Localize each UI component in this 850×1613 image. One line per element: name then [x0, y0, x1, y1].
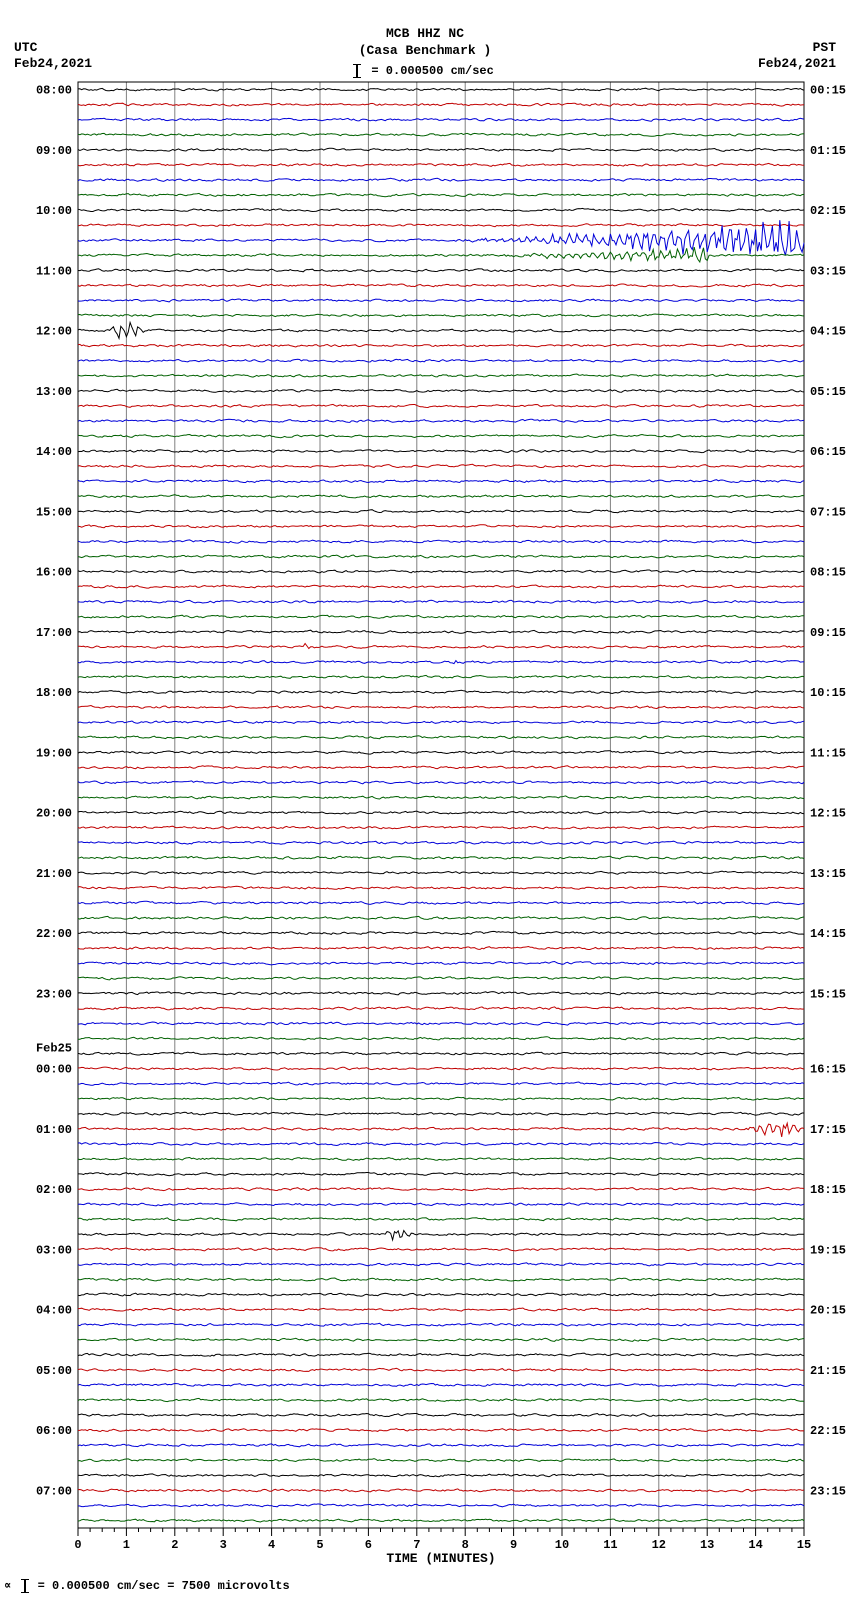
svg-text:11: 11 [603, 1538, 617, 1552]
station-line-1: MCB HHZ NC [0, 26, 850, 43]
svg-text:14:15: 14:15 [810, 927, 846, 941]
svg-text:19:00: 19:00 [36, 746, 72, 760]
footer-text: = 0.000500 cm/sec = 7500 microvolts [38, 1579, 290, 1593]
svg-text:9: 9 [510, 1538, 517, 1552]
svg-text:3: 3 [220, 1538, 227, 1552]
svg-text:17:00: 17:00 [36, 626, 72, 640]
station-line-2: (Casa Benchmark ) [0, 43, 850, 60]
scale-bar-icon [356, 64, 358, 78]
svg-text:11:15: 11:15 [810, 746, 846, 760]
svg-text:15:15: 15:15 [810, 987, 846, 1001]
svg-text:22:00: 22:00 [36, 927, 72, 941]
svg-text:0: 0 [74, 1538, 81, 1552]
svg-text:13: 13 [700, 1538, 714, 1552]
header-left: UTC Feb24,2021 [14, 40, 92, 71]
svg-text:21:15: 21:15 [810, 1364, 846, 1378]
header-center: MCB HHZ NC (Casa Benchmark ) = 0.000500 … [0, 8, 850, 80]
left-date: Feb24,2021 [14, 56, 92, 72]
svg-text:10:15: 10:15 [810, 686, 846, 700]
svg-text:5: 5 [316, 1538, 323, 1552]
left-timezone: UTC [14, 40, 92, 56]
scale-bar-icon [24, 1579, 26, 1593]
scale-label: = 0.000500 cm/sec [371, 64, 493, 78]
svg-text:08:15: 08:15 [810, 566, 846, 580]
svg-text:11:00: 11:00 [36, 264, 72, 278]
svg-text:09:15: 09:15 [810, 626, 846, 640]
header-right: PST Feb24,2021 [758, 40, 836, 71]
svg-text:06:15: 06:15 [810, 445, 846, 459]
svg-text:01:00: 01:00 [36, 1123, 72, 1137]
svg-text:2: 2 [171, 1538, 178, 1552]
svg-text:4: 4 [268, 1538, 275, 1552]
svg-text:12: 12 [652, 1538, 666, 1552]
svg-text:07:15: 07:15 [810, 505, 846, 519]
svg-text:7: 7 [413, 1538, 420, 1552]
svg-text:16:00: 16:00 [36, 566, 72, 580]
svg-text:18:15: 18:15 [810, 1183, 846, 1197]
svg-text:00:00: 00:00 [36, 1063, 72, 1077]
svg-text:23:00: 23:00 [36, 987, 72, 1001]
right-timezone: PST [758, 40, 836, 56]
svg-text:06:00: 06:00 [36, 1424, 72, 1438]
svg-text:17:15: 17:15 [810, 1123, 846, 1137]
svg-text:13:00: 13:00 [36, 385, 72, 399]
svg-text:03:15: 03:15 [810, 264, 846, 278]
svg-text:16:15: 16:15 [810, 1063, 846, 1077]
svg-text:20:15: 20:15 [810, 1304, 846, 1318]
footer: ∝ = 0.000500 cm/sec = 7500 microvolts [0, 1568, 850, 1593]
svg-text:05:00: 05:00 [36, 1364, 72, 1378]
svg-text:05:15: 05:15 [810, 385, 846, 399]
svg-text:15:00: 15:00 [36, 505, 72, 519]
svg-text:19:15: 19:15 [810, 1243, 846, 1257]
svg-text:07:00: 07:00 [36, 1484, 72, 1498]
svg-text:8: 8 [462, 1538, 469, 1552]
svg-text:13:15: 13:15 [810, 867, 846, 881]
svg-text:04:00: 04:00 [36, 1304, 72, 1318]
seismogram-svg: 0123456789101112131415TIME (MINUTES)08:0… [0, 78, 850, 1568]
right-date: Feb24,2021 [758, 56, 836, 72]
svg-text:TIME (MINUTES): TIME (MINUTES) [386, 1551, 495, 1566]
svg-text:14:00: 14:00 [36, 445, 72, 459]
svg-text:02:15: 02:15 [810, 204, 846, 218]
svg-text:08:00: 08:00 [36, 84, 72, 98]
header: UTC Feb24,2021 MCB HHZ NC (Casa Benchmar… [0, 8, 850, 78]
seismogram-plot: 0123456789101112131415TIME (MINUTES)08:0… [0, 78, 850, 1568]
svg-text:18:00: 18:00 [36, 686, 72, 700]
svg-text:23:15: 23:15 [810, 1484, 846, 1498]
svg-text:01:15: 01:15 [810, 144, 846, 158]
svg-text:6: 6 [365, 1538, 372, 1552]
page: UTC Feb24,2021 MCB HHZ NC (Casa Benchmar… [0, 0, 850, 1613]
svg-text:12:15: 12:15 [810, 807, 846, 821]
svg-text:02:00: 02:00 [36, 1183, 72, 1197]
svg-text:10:00: 10:00 [36, 204, 72, 218]
svg-text:15: 15 [797, 1538, 811, 1552]
svg-text:20:00: 20:00 [36, 807, 72, 821]
svg-text:1: 1 [123, 1538, 130, 1552]
footer-prefix: ∝ [4, 1579, 11, 1593]
svg-text:09:00: 09:00 [36, 144, 72, 158]
svg-text:00:15: 00:15 [810, 84, 846, 98]
svg-text:14: 14 [748, 1538, 762, 1552]
svg-text:10: 10 [555, 1538, 569, 1552]
svg-text:22:15: 22:15 [810, 1424, 846, 1438]
svg-text:21:00: 21:00 [36, 867, 72, 881]
svg-text:03:00: 03:00 [36, 1243, 72, 1257]
svg-text:Feb25: Feb25 [36, 1042, 72, 1056]
svg-text:12:00: 12:00 [36, 325, 72, 339]
svg-text:04:15: 04:15 [810, 325, 846, 339]
